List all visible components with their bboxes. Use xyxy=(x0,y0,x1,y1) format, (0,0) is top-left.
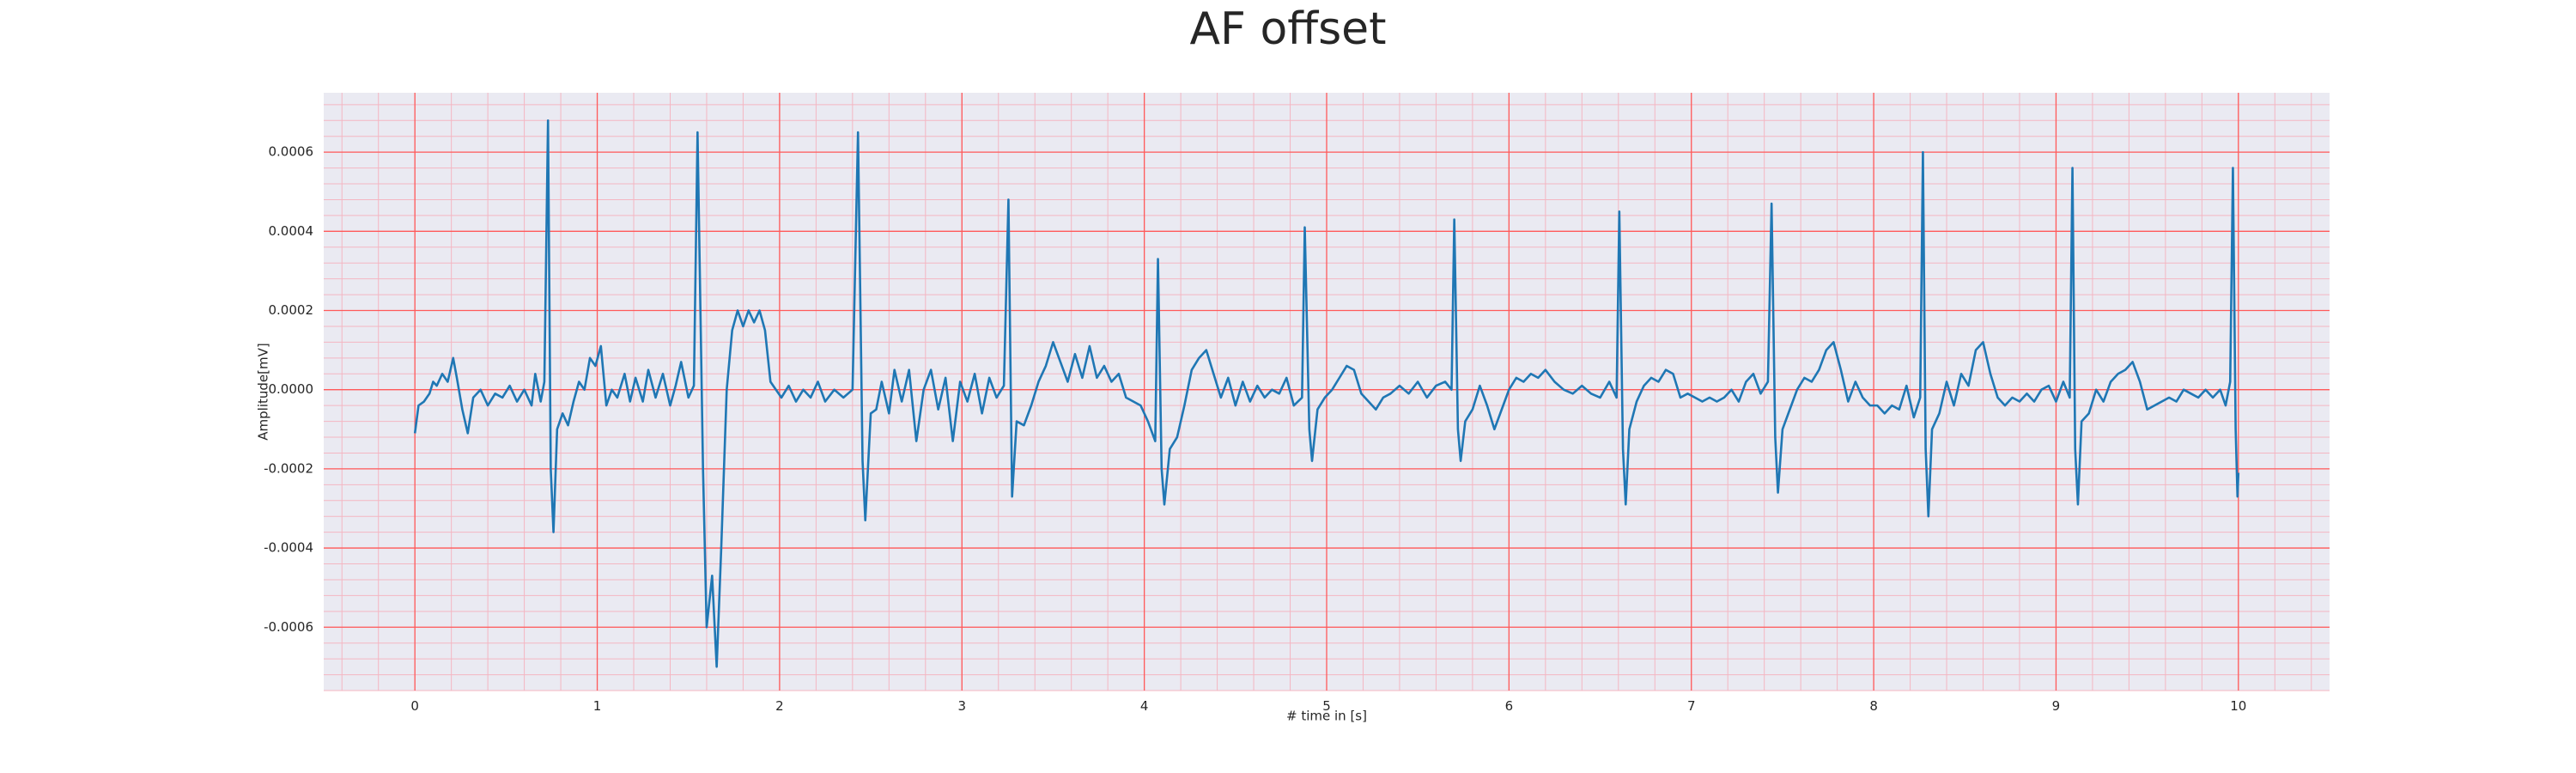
y-tick-label: 0.0000 xyxy=(269,381,314,397)
y-tick-label: -0.0004 xyxy=(264,540,313,556)
y-axis-label: Amplitude[mV] xyxy=(256,343,271,440)
x-tick-label: 4 xyxy=(1140,698,1149,714)
x-tick-label: 6 xyxy=(1505,698,1514,714)
x-tick-label: 8 xyxy=(1869,698,1878,714)
data-line xyxy=(413,119,2240,668)
plot-area xyxy=(324,93,2330,691)
y-tick-label: -0.0006 xyxy=(264,619,313,635)
y-tick-label: -0.0002 xyxy=(264,460,313,476)
chart-title: AF offset xyxy=(1189,3,1386,55)
x-tick-label: 1 xyxy=(593,698,602,714)
x-tick-label: 0 xyxy=(410,698,419,714)
x-tick-label: 9 xyxy=(2052,698,2061,714)
x-tick-label: 7 xyxy=(1687,698,1696,714)
y-tick-label: 0.0004 xyxy=(269,223,314,239)
x-tick-label: 5 xyxy=(1322,698,1331,714)
x-tick-label: 2 xyxy=(775,698,784,714)
x-axis-label: # time in [s] xyxy=(1286,709,1367,724)
x-tick-label: 3 xyxy=(957,698,966,714)
y-tick-label: 0.0006 xyxy=(269,144,314,160)
x-tick-label: 10 xyxy=(2230,698,2246,714)
y-tick-label: 0.0002 xyxy=(269,302,314,318)
